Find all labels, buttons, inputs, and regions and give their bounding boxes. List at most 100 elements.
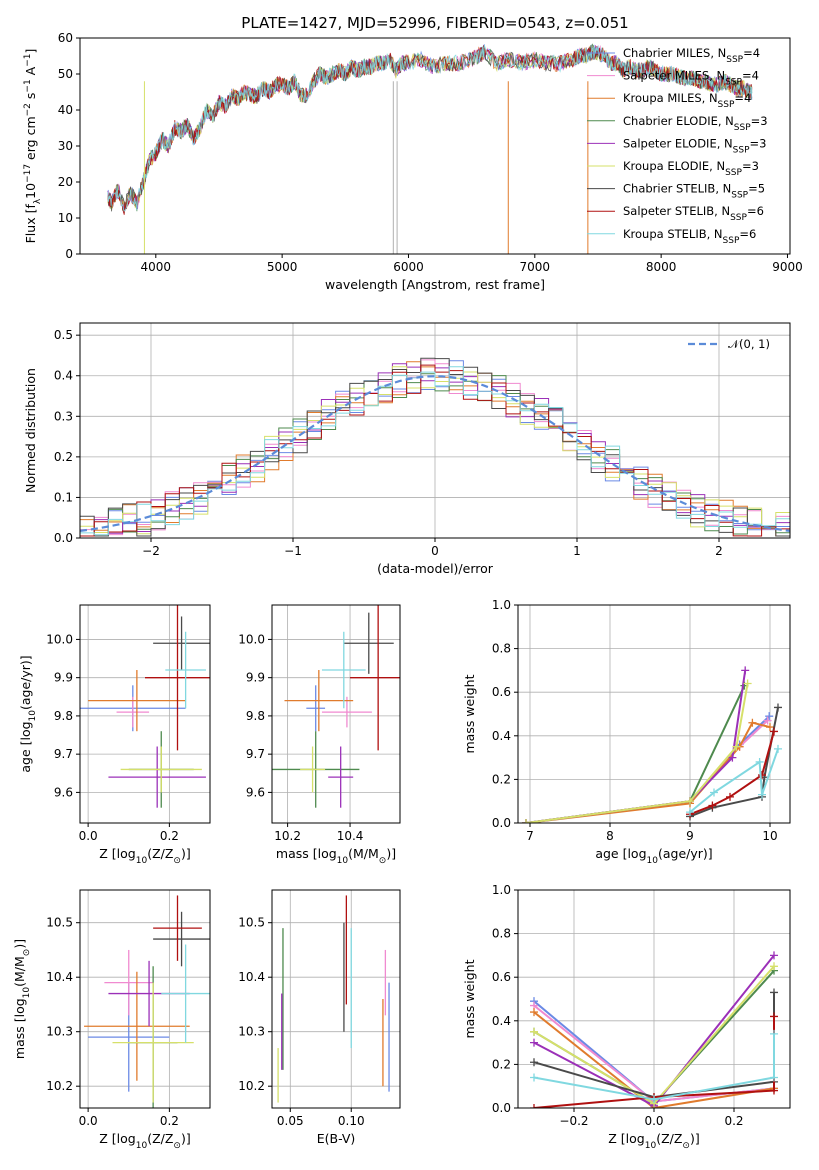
- weight-marker: [650, 1095, 658, 1104]
- label-part: =3: [742, 159, 759, 173]
- plot-area: [80, 605, 210, 808]
- axes-overlay: 0.0 0.210.210.310.410.5Z [log10(Z/Z⊙)]mas…: [12, 889, 211, 1151]
- y-axis-label: mass weight: [462, 959, 477, 1038]
- label-part: SSP: [718, 100, 735, 110]
- weight-line: [533, 1033, 775, 1101]
- label-part: ]: [23, 49, 38, 54]
- legend-entry: Kroupa STELIB, NSSP=6: [623, 227, 756, 246]
- weight-marker: [748, 718, 757, 727]
- y-tick-label: 30: [58, 139, 73, 153]
- label-part: (M/M: [348, 846, 379, 861]
- y-tick-label: 60: [58, 31, 73, 45]
- weight-marker: [530, 1038, 538, 1047]
- x-tick-label: 0.2: [160, 829, 179, 843]
- chart-title: PLATE=1427, MJD=52996, FIBERID=0543, z=0…: [241, 14, 628, 32]
- y-tick-label: 0.6: [492, 685, 511, 699]
- x-tick-label: 10: [762, 829, 777, 843]
- x-tick-label: 0.0: [644, 1114, 663, 1128]
- label-part: =4: [743, 46, 760, 60]
- plot-area: [272, 605, 400, 808]
- label-part: Chabrier MILES, N: [623, 46, 726, 60]
- weight-marker: [774, 703, 782, 712]
- gaussian-curve: [80, 375, 790, 532]
- legend-entry: Chabrier MILES, NSSP=4: [623, 46, 760, 65]
- label-part: SSP: [730, 213, 747, 223]
- histogram-panel: −2 −1 0 1 2 0.0 0.1 0.2 0.3 0.4 0.5 (data-model)/er…: [23, 322, 791, 576]
- weight-marker: [770, 951, 778, 960]
- x-axis-label: mass [log10(M/M⊙)]: [276, 846, 396, 866]
- label-part: (M/M: [12, 956, 27, 987]
- x-tick-label: 0.2: [160, 1114, 179, 1128]
- weight-marker: [770, 727, 778, 736]
- label-part: mass [log: [12, 998, 27, 1059]
- label-part: (Z/Z: [147, 1131, 173, 1146]
- histogram-steps: [80, 364, 790, 537]
- label-part: A: [23, 66, 38, 79]
- x-tick-label: 10.4: [337, 829, 364, 843]
- y-tick-label: 10.0: [46, 632, 73, 646]
- x-tick-label: 0.2: [724, 1114, 743, 1128]
- x-tick-label: −0.2: [559, 1114, 588, 1128]
- label-part: SSP: [725, 168, 742, 178]
- x-tick-label: 9000: [772, 260, 803, 274]
- label-part: Kroupa STELIB, N: [623, 227, 723, 241]
- y-tick-label: 9.8: [246, 709, 265, 723]
- axes-overlay: −2 −1 0 1 2 0.0 0.1 0.2 0.3 0.4 0.5 (data-model)/er…: [23, 322, 791, 576]
- label-part: SSP: [731, 191, 748, 201]
- y-tick-label: 9.7: [54, 747, 73, 761]
- y-tick-label: 0.8: [492, 642, 511, 656]
- y-tick-label: 9.8: [54, 709, 73, 723]
- weight-marker: [732, 742, 741, 751]
- label-part: (Z/Z: [656, 1131, 682, 1146]
- label-part: )]: [386, 846, 396, 861]
- axes-overlay: 4000 5000 6000 7000 8000 9000 0 10 20 30 40 50 60 wav…: [23, 31, 803, 292]
- x-tick-label: 4000: [141, 260, 172, 274]
- x-tick-label: 8: [606, 829, 614, 843]
- weight-line: [525, 721, 771, 823]
- axes-overlay: 10.2 10.4 9.6 9.7 9.8 9.9 10.0 mass [log10(M/M⊙…: [238, 604, 401, 866]
- legend-entry: Kroupa MILES, NSSP=4: [623, 91, 751, 110]
- label-part: ⊙: [22, 949, 32, 957]
- legend-entry: Chabrier STELIB, NSSP=5: [623, 182, 765, 201]
- weight-line: [525, 670, 747, 823]
- label-part: ⊙: [173, 1141, 181, 1151]
- y-tick-label: 1.0: [492, 598, 511, 612]
- axes-frame: [517, 604, 791, 824]
- label-part: =3: [750, 136, 767, 150]
- axes-frame: [79, 889, 211, 1109]
- label-part: SSP: [733, 145, 750, 155]
- y-tick-label: 10.4: [46, 970, 73, 984]
- y-tick-label: 0.1: [54, 490, 73, 504]
- label-part: Salpeter STELIB, N: [623, 204, 730, 218]
- x-axis-label: E(B-V): [317, 1131, 356, 1146]
- y-tick-label: 0.6: [492, 970, 511, 984]
- y-tick-label: 0.0: [492, 816, 511, 830]
- x-axis-label: Z [log10(Z/Z⊙)]: [99, 846, 190, 866]
- weight-marker: [708, 801, 717, 810]
- label-part: erg cm: [23, 116, 38, 164]
- weight-marker: [770, 1029, 778, 1038]
- weight-line: [525, 685, 746, 823]
- legend-entry: Salpeter STELIB, NSSP=6: [623, 204, 764, 223]
- label-part: 10: [136, 1141, 148, 1151]
- weight-marker: [755, 757, 764, 766]
- weight-marker: [686, 797, 694, 806]
- legend-entry: 𝒩(0, 1): [728, 337, 770, 351]
- label-part: =6: [739, 227, 756, 241]
- label-part: )]: [690, 1131, 700, 1146]
- y-tick-label: 0.2: [54, 450, 73, 464]
- x-tick-label: 7000: [520, 260, 551, 274]
- y-tick-label: 20: [58, 175, 73, 189]
- label-part: Salpeter MILES, N: [623, 69, 725, 83]
- label-part: =5: [748, 182, 765, 196]
- y-tick-label: 10.0: [238, 632, 265, 646]
- age-vs-Z-panel: 0.0 0.29.69.79.89.910.0Z [log10(Z/Z⊙)]age…: [18, 604, 211, 866]
- y-tick-label: 0.4: [492, 1014, 511, 1028]
- label-part: 10: [22, 987, 32, 999]
- label-part: ⊙: [682, 1141, 690, 1151]
- x-tick-label: 1: [573, 544, 581, 558]
- x-tick-label: 0.0: [79, 1114, 98, 1128]
- x-tick-label: 8000: [646, 260, 677, 274]
- y-tick-label: 10.3: [238, 1025, 265, 1039]
